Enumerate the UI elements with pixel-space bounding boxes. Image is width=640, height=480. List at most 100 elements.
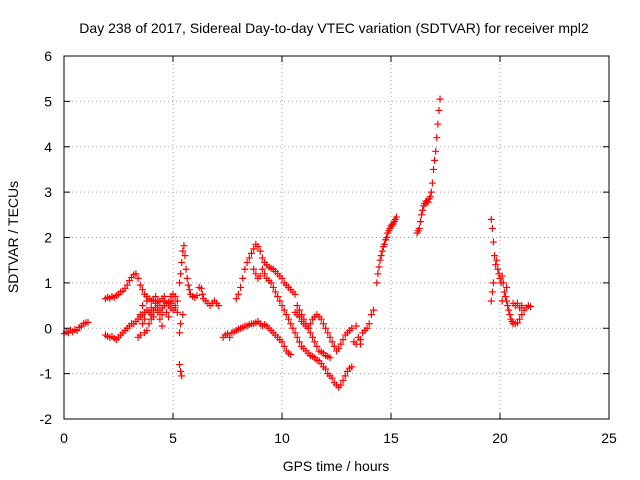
x-tick-label: 0: [60, 430, 68, 446]
data-point: [527, 302, 535, 310]
data-point: [138, 320, 146, 328]
data-point: [416, 218, 424, 226]
data-point: [181, 252, 189, 260]
data-point: [282, 311, 290, 319]
data-point: [376, 256, 384, 264]
series-segment-2-upper: [101, 270, 181, 307]
data-point: [504, 302, 512, 310]
data-point: [177, 270, 185, 278]
data-point: [178, 258, 186, 266]
data-point: [182, 265, 190, 273]
data-point: [306, 329, 314, 337]
data-point: [498, 272, 506, 280]
series-segment-4-mid: [250, 265, 356, 391]
data-point: [171, 292, 179, 300]
data-point: [304, 324, 312, 332]
data-point: [278, 338, 286, 346]
series-segment-4-tail: [348, 306, 378, 348]
data-point: [326, 354, 334, 362]
data-point: [373, 279, 381, 287]
data-point: [518, 302, 526, 310]
data-point: [267, 279, 275, 287]
data-point: [383, 234, 391, 241]
x-tick-label: 20: [492, 430, 508, 446]
data-point: [250, 245, 258, 253]
data-point: [428, 179, 436, 187]
data-point: [226, 333, 234, 341]
data-point: [341, 372, 349, 380]
data-point: [173, 308, 181, 316]
data-point: [326, 333, 334, 341]
data-point: [488, 288, 496, 296]
data-point: [245, 254, 253, 262]
y-tick-label: 5: [44, 93, 52, 109]
y-tick-label: -1: [40, 366, 53, 382]
data-point: [339, 336, 347, 344]
data-point: [370, 306, 378, 314]
data-point: [488, 224, 496, 232]
data-point: [197, 284, 205, 292]
series-segment-4-bump: [291, 308, 354, 355]
y-tick-label: 3: [44, 184, 52, 200]
data-point: [328, 374, 336, 382]
series-segment-3: [176, 242, 223, 380]
data-point: [424, 198, 432, 206]
data-point: [339, 376, 347, 384]
data-point: [291, 329, 299, 337]
data-point: [237, 283, 245, 291]
data-point: [224, 330, 231, 338]
data-point: [136, 331, 144, 339]
data-point: [289, 324, 297, 332]
data-point: [348, 324, 356, 332]
data-point: [434, 120, 442, 128]
data-point: [123, 281, 131, 289]
data-point: [322, 324, 330, 332]
data-point: [356, 340, 364, 348]
data-point: [295, 313, 303, 321]
data-point: [419, 206, 427, 214]
data-point: [487, 215, 495, 223]
data-point: [335, 345, 343, 353]
y-tick-label: 0: [44, 320, 52, 336]
x-tick-label: 15: [383, 430, 399, 446]
data-point: [330, 342, 338, 350]
data-point: [293, 302, 301, 310]
data-point: [392, 213, 400, 221]
data-point: [183, 274, 191, 282]
data-point: [513, 319, 521, 327]
data-point: [177, 320, 185, 328]
data-point: [375, 263, 383, 271]
x-tick-labels: 0 5 10 15 20 25: [60, 430, 617, 446]
data-point: [280, 342, 288, 350]
data-point: [271, 288, 279, 296]
data-point: [274, 292, 282, 300]
data-point: [256, 272, 264, 280]
data-point: [505, 306, 513, 314]
data-point: [180, 242, 188, 250]
data-point: [250, 265, 258, 273]
y-tick-label: -2: [40, 411, 53, 427]
data-point: [287, 320, 295, 328]
data-point: [433, 134, 441, 142]
data-point: [365, 320, 373, 328]
y-tick-label: 6: [44, 48, 52, 64]
data-point: [177, 367, 185, 375]
data-point: [348, 363, 356, 371]
data-point: [193, 292, 201, 300]
data-point: [295, 306, 303, 314]
data-point: [489, 238, 497, 246]
data-point: [178, 372, 186, 380]
data-point: [313, 342, 321, 350]
data-point: [179, 247, 187, 255]
y-tick-label: 1: [44, 275, 52, 291]
data-point: [252, 270, 260, 278]
series-segment-6: [413, 95, 444, 237]
data-point: [154, 302, 162, 310]
data-point: [280, 306, 288, 314]
data-point: [337, 340, 345, 348]
y-axis-label: SDTVAR / TECUs: [5, 181, 21, 293]
data-point: [322, 365, 330, 373]
x-tick-label: 5: [169, 430, 177, 446]
series-segment-2-cluster: [134, 292, 181, 341]
series-segment-5: [373, 213, 400, 287]
